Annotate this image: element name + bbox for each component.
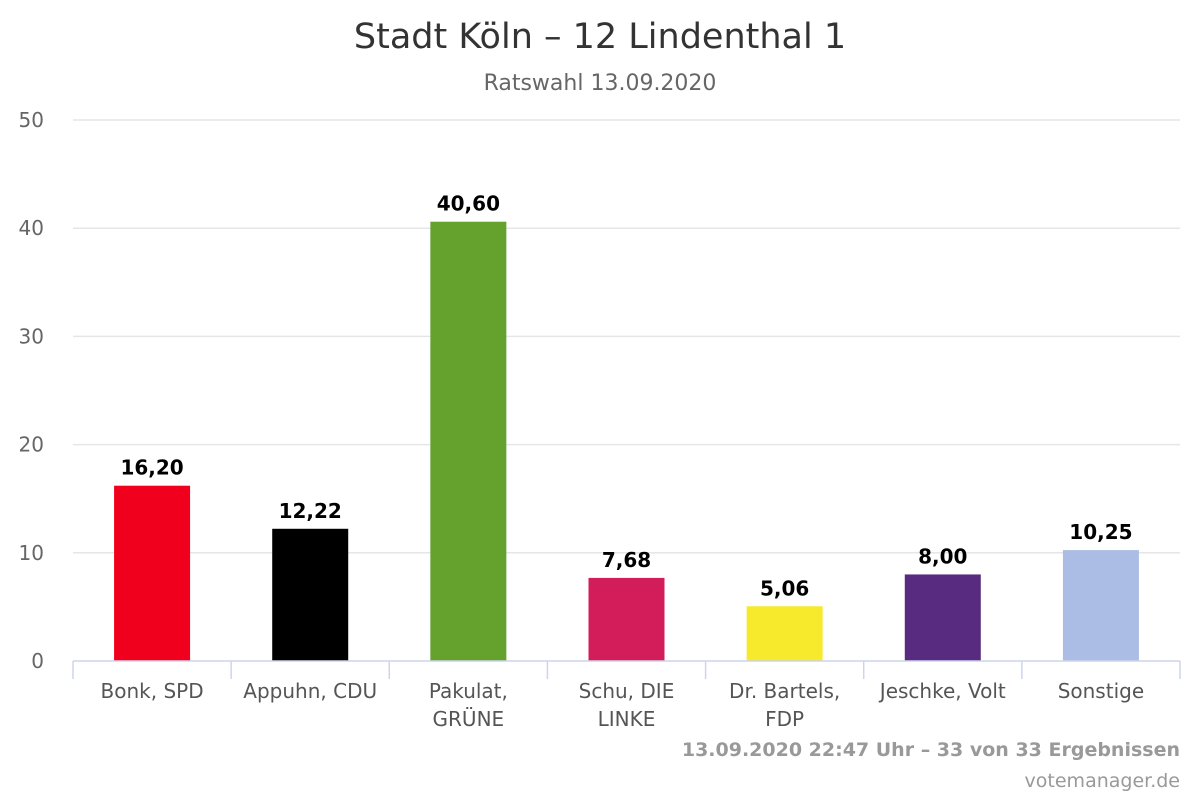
x-tick-label: Dr. Bartels,: [729, 679, 840, 703]
x-tick-label: Sonstige: [1058, 679, 1144, 703]
x-tick-label: Pakulat,: [429, 679, 508, 703]
y-tick-label: 0: [31, 649, 44, 673]
result-status-text: 13.09.2020 22:47 Uhr – 33 von 33 Ergebni…: [682, 739, 1180, 761]
chart-title: Stadt Köln – 12 Lindenthal 1: [354, 17, 846, 57]
x-tick-label: Schu, DIE: [579, 679, 675, 703]
chart-subtitle: Ratswahl 13.09.2020: [484, 71, 717, 96]
bar[interactable]: [1062, 550, 1139, 661]
x-tick-label: LINKE: [598, 707, 656, 731]
y-tick-label: 30: [19, 324, 44, 348]
bars: [114, 221, 1139, 661]
gridlines: [73, 119, 1180, 554]
data-label: 16,20: [120, 456, 183, 480]
data-labels: 16,20 12,22 40,60 7,68 5,06 8,00 10,25: [120, 192, 1132, 601]
bar[interactable]: [272, 528, 349, 661]
bar[interactable]: [588, 577, 665, 661]
x-tick-label: GRÜNE: [433, 707, 505, 731]
x-axis-tick-labels: Bonk, SPD Appuhn, CDU Pakulat, GRÜNE Schu, D…: [101, 679, 1145, 731]
data-label: 10,25: [1069, 520, 1132, 544]
bar[interactable]: [114, 485, 191, 661]
y-tick-label: 40: [19, 216, 44, 240]
x-tick-label: FDP: [765, 707, 804, 731]
x-tick-label: Appuhn, CDU: [243, 679, 377, 703]
y-tick-label: 50: [19, 108, 44, 132]
x-tick-label: Bonk, SPD: [101, 679, 204, 703]
x-tick-label: Jeschke, Volt: [878, 679, 1006, 703]
bar[interactable]: [430, 221, 507, 661]
y-tick-label: 20: [19, 433, 44, 457]
bar[interactable]: [746, 606, 823, 661]
data-label: 40,60: [437, 192, 500, 216]
y-tick-label: 10: [19, 541, 44, 565]
data-label: 12,22: [279, 499, 342, 523]
bar[interactable]: [904, 574, 981, 661]
data-label: 8,00: [918, 544, 967, 568]
x-axis: [72, 660, 1181, 679]
y-axis-tick-labels: 0 10 20 30 40 50: [19, 108, 44, 673]
data-label: 7,68: [602, 548, 651, 572]
credit-link[interactable]: votemanager.de: [1025, 770, 1180, 792]
data-label: 5,06: [760, 576, 809, 600]
